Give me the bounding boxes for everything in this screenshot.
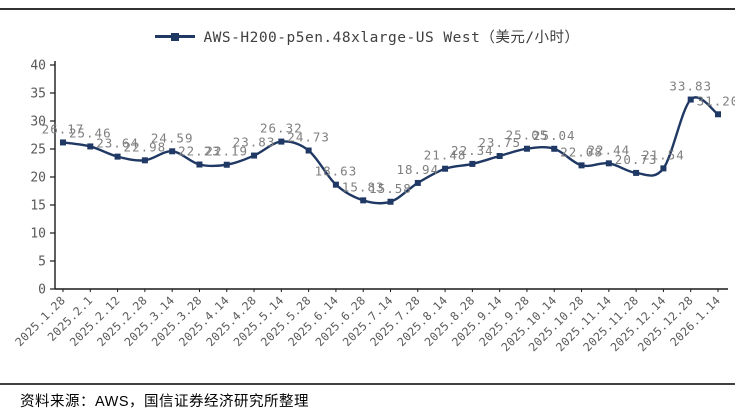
data-point-marker <box>633 169 640 176</box>
data-point-marker <box>660 165 667 172</box>
y-axis-tick-label: 30 <box>30 115 46 130</box>
data-point-value-label: 21.48 <box>424 148 467 163</box>
data-point-marker <box>114 153 121 160</box>
data-point-marker <box>687 96 694 103</box>
y-axis-tick-label: 15 <box>30 199 46 214</box>
top-divider <box>0 8 735 10</box>
data-point-marker <box>141 157 148 164</box>
data-point-marker <box>60 139 66 146</box>
data-point-marker <box>715 111 721 118</box>
data-point-value-label: 22.98 <box>124 139 167 154</box>
data-point-marker <box>387 198 394 205</box>
data-point-marker <box>360 197 367 204</box>
data-point-marker <box>578 162 585 169</box>
data-point-marker <box>223 161 230 168</box>
data-point-marker <box>442 165 449 172</box>
data-point-value-label: 31.20 <box>697 93 735 108</box>
data-point-value-label: 20.73 <box>615 152 658 167</box>
data-point-value-label: 33.83 <box>669 79 712 94</box>
data-point-marker <box>469 160 476 167</box>
y-axis-tick-label: 40 <box>30 59 46 74</box>
source-note: 资料来源：AWS，国信证券经济研究所整理 <box>20 394 309 410</box>
legend-line-marker-icon <box>155 32 196 41</box>
y-axis-tick-label: 35 <box>30 87 46 102</box>
y-axis-tick-label: 10 <box>30 227 46 242</box>
data-point-value-label: 22.23 <box>178 144 221 159</box>
data-point-marker <box>278 138 285 145</box>
data-point-value-label: 26.17 <box>42 121 85 136</box>
legend: AWS-H200-p5en.48xlarge-US West（美元/小时） <box>0 26 735 47</box>
data-point-value-label: 24.73 <box>287 130 330 145</box>
data-point-value-label: 26.32 <box>260 121 303 136</box>
data-point-value-label: 23.83 <box>233 135 276 150</box>
data-point-marker <box>87 143 94 150</box>
data-point-value-label: 23.75 <box>478 135 521 150</box>
data-point-value-label: 22.19 <box>205 144 248 159</box>
y-axis-tick-label: 20 <box>30 171 46 186</box>
data-point-marker <box>169 148 176 155</box>
data-point-value-label: 22.34 <box>451 143 494 158</box>
data-point-marker <box>414 179 421 186</box>
data-point-value-label: 25.04 <box>533 128 576 143</box>
data-point-marker <box>251 152 258 159</box>
data-point-marker <box>305 147 312 154</box>
y-axis-tick-label: 5 <box>38 255 46 270</box>
bottom-divider <box>0 383 735 385</box>
data-point-value-label: 15.58 <box>369 181 412 196</box>
data-point-value-label: 24.59 <box>151 130 194 145</box>
data-point-value-label: 15.83 <box>342 179 385 194</box>
data-point-marker <box>196 161 203 168</box>
data-point-marker <box>496 153 503 159</box>
data-point-value-label: 18.94 <box>396 162 439 177</box>
y-axis-tick-label: 25 <box>30 143 46 158</box>
data-point-value-label: 23.64 <box>96 136 139 151</box>
legend-series-label: AWS-H200-p5en.48xlarge-US West（美元/小时） <box>203 30 580 46</box>
data-point-value-label: 22.08 <box>560 144 603 159</box>
data-point-value-label: 25.05 <box>506 128 549 143</box>
data-point-marker <box>523 145 530 152</box>
data-point-value-label: 25.46 <box>69 125 112 140</box>
y-axis-tick-label: 0 <box>38 283 46 298</box>
data-point-marker <box>605 160 612 167</box>
data-point-marker <box>332 181 339 188</box>
data-point-value-label: 18.63 <box>315 164 358 179</box>
data-point-marker <box>551 145 558 152</box>
price-line-chart-svg: 05101520253035402025.1.282025.2.12025.2.… <box>12 59 735 355</box>
data-point-value-label: 21.54 <box>642 147 685 162</box>
data-point-value-label: 22.44 <box>588 142 631 157</box>
line-chart: 0 5 10 15 20 25 30 35 40 2025.1.28 2025.2.1 2025.2.… <box>0 50 735 382</box>
